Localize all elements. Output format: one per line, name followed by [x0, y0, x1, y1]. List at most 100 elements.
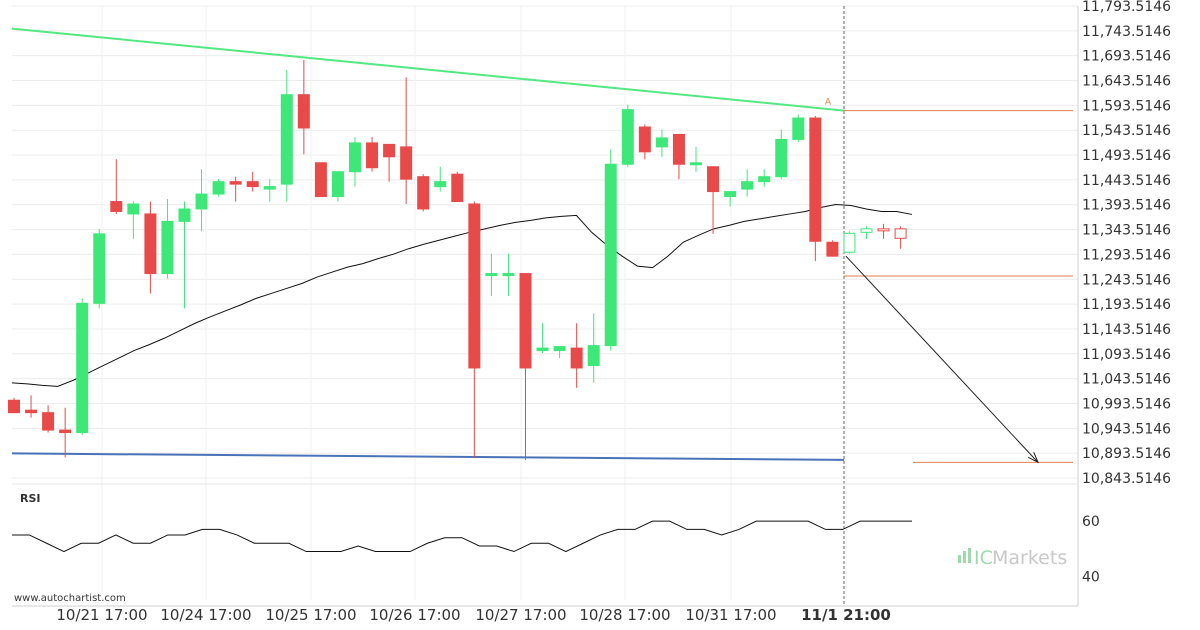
- candle: [178, 201, 191, 309]
- candle-body: [553, 346, 566, 352]
- candle: [775, 129, 788, 180]
- candle-body: [587, 345, 600, 366]
- y-tick-label: 11,043.5146: [1082, 372, 1171, 388]
- candle-body: [144, 213, 157, 275]
- y-tick-label: 11,643.5146: [1082, 74, 1171, 90]
- candle-body: [297, 94, 310, 129]
- candle: [741, 169, 754, 197]
- candle: [519, 273, 532, 460]
- pattern-point-label: A: [825, 98, 832, 108]
- x-tick-label: 10/26 17:00: [369, 606, 460, 624]
- candle-body: [468, 203, 481, 369]
- candle-body: [25, 409, 38, 414]
- y-tick-label: 11,393.5146: [1082, 198, 1171, 214]
- x-tick-label: 10/27 17:00: [475, 606, 566, 624]
- candle: [672, 133, 685, 180]
- trendlines: A: [11, 27, 1073, 464]
- candle: [451, 171, 464, 203]
- y-tick-label: 11,543.5146: [1082, 123, 1171, 139]
- candle-body: [741, 181, 754, 190]
- candle: [690, 146, 702, 172]
- candle-body: [638, 126, 651, 153]
- candle-body: [229, 181, 242, 185]
- y-tick-label: 11,593.5146: [1082, 98, 1171, 114]
- y-tick-label: 11,193.5146: [1082, 297, 1171, 313]
- candle-body: [843, 232, 856, 253]
- candle-body: [178, 208, 191, 222]
- candle-body: [826, 241, 839, 257]
- candle: [42, 405, 55, 433]
- candle: [280, 69, 293, 202]
- candle: [314, 162, 327, 198]
- candle: [877, 223, 890, 239]
- candle: [809, 116, 822, 262]
- candle: [195, 169, 208, 232]
- moving-average-line: [11, 203, 913, 387]
- x-tick-label: 10/25 17:00: [265, 606, 356, 624]
- candle-body: [724, 191, 737, 198]
- candle: [843, 231, 856, 254]
- candle-body: [451, 173, 464, 203]
- candle: [349, 136, 361, 187]
- candle-body: [672, 133, 685, 165]
- candle-body: [485, 273, 498, 277]
- y-tick-label: 11,693.5146: [1082, 49, 1171, 65]
- candle-body: [161, 220, 174, 275]
- candle-body: [42, 412, 55, 431]
- candle-body: [400, 146, 413, 180]
- candle-body: [263, 186, 276, 190]
- support-trendline: [11, 452, 845, 461]
- candle-body: [434, 181, 447, 188]
- y-tick-label: 11,793.5146: [1082, 0, 1171, 15]
- rsi-label: RSI: [20, 492, 41, 505]
- candle: [144, 201, 157, 294]
- brand-name: Markets: [992, 547, 1067, 569]
- candle: [110, 159, 123, 214]
- candle: [297, 59, 310, 155]
- candle: [587, 313, 600, 383]
- candle: [570, 323, 583, 388]
- candle-body: [570, 347, 583, 369]
- candle: [604, 149, 617, 351]
- y-tick-label: 11,743.5146: [1082, 24, 1171, 40]
- watermark: www.autochartist.com: [14, 593, 126, 604]
- candle-body: [246, 181, 259, 188]
- candle-body: [894, 228, 907, 239]
- candle: [246, 171, 259, 192]
- candle: [25, 395, 38, 418]
- candle-body: [758, 176, 771, 183]
- candle: [655, 129, 668, 157]
- y-tick-label: 10,843.5146: [1082, 471, 1171, 487]
- candle-body: [502, 273, 515, 277]
- candle-body: [417, 176, 430, 210]
- moving-average: [11, 203, 913, 387]
- candle-body: [604, 163, 617, 347]
- candle: [638, 124, 651, 160]
- candle-body: [383, 143, 396, 158]
- candle-body: [331, 171, 344, 198]
- candle: [724, 191, 737, 207]
- logo-bar-1: [958, 555, 961, 563]
- candle-body: [127, 203, 140, 215]
- candle: [229, 176, 242, 202]
- candle-body: [212, 181, 225, 195]
- candle: [417, 174, 430, 212]
- x-tick-label: 10/28 17:00: [579, 606, 670, 624]
- y-tick-label: 11,243.5146: [1082, 272, 1171, 288]
- y-tick-label: 10,993.5146: [1082, 396, 1171, 412]
- candle-body: [349, 142, 361, 173]
- candle-body: [519, 273, 532, 369]
- candle-body: [93, 233, 106, 304]
- y-tick-label: 11,293.5146: [1082, 247, 1171, 263]
- rsi-tick-label: 40: [1082, 569, 1100, 585]
- candle-body: [366, 142, 379, 169]
- candle-body: [860, 228, 873, 233]
- y-tick-label: 10,943.5146: [1082, 421, 1171, 437]
- y-tick-label: 10,893.5146: [1082, 446, 1171, 462]
- logo-bar-3: [968, 548, 971, 563]
- candle-body: [775, 138, 788, 178]
- candle: [758, 169, 771, 187]
- candle: [792, 114, 805, 142]
- rsi-panel: 60 40: [12, 483, 1100, 585]
- y-tick-label: 11,343.5146: [1082, 223, 1171, 239]
